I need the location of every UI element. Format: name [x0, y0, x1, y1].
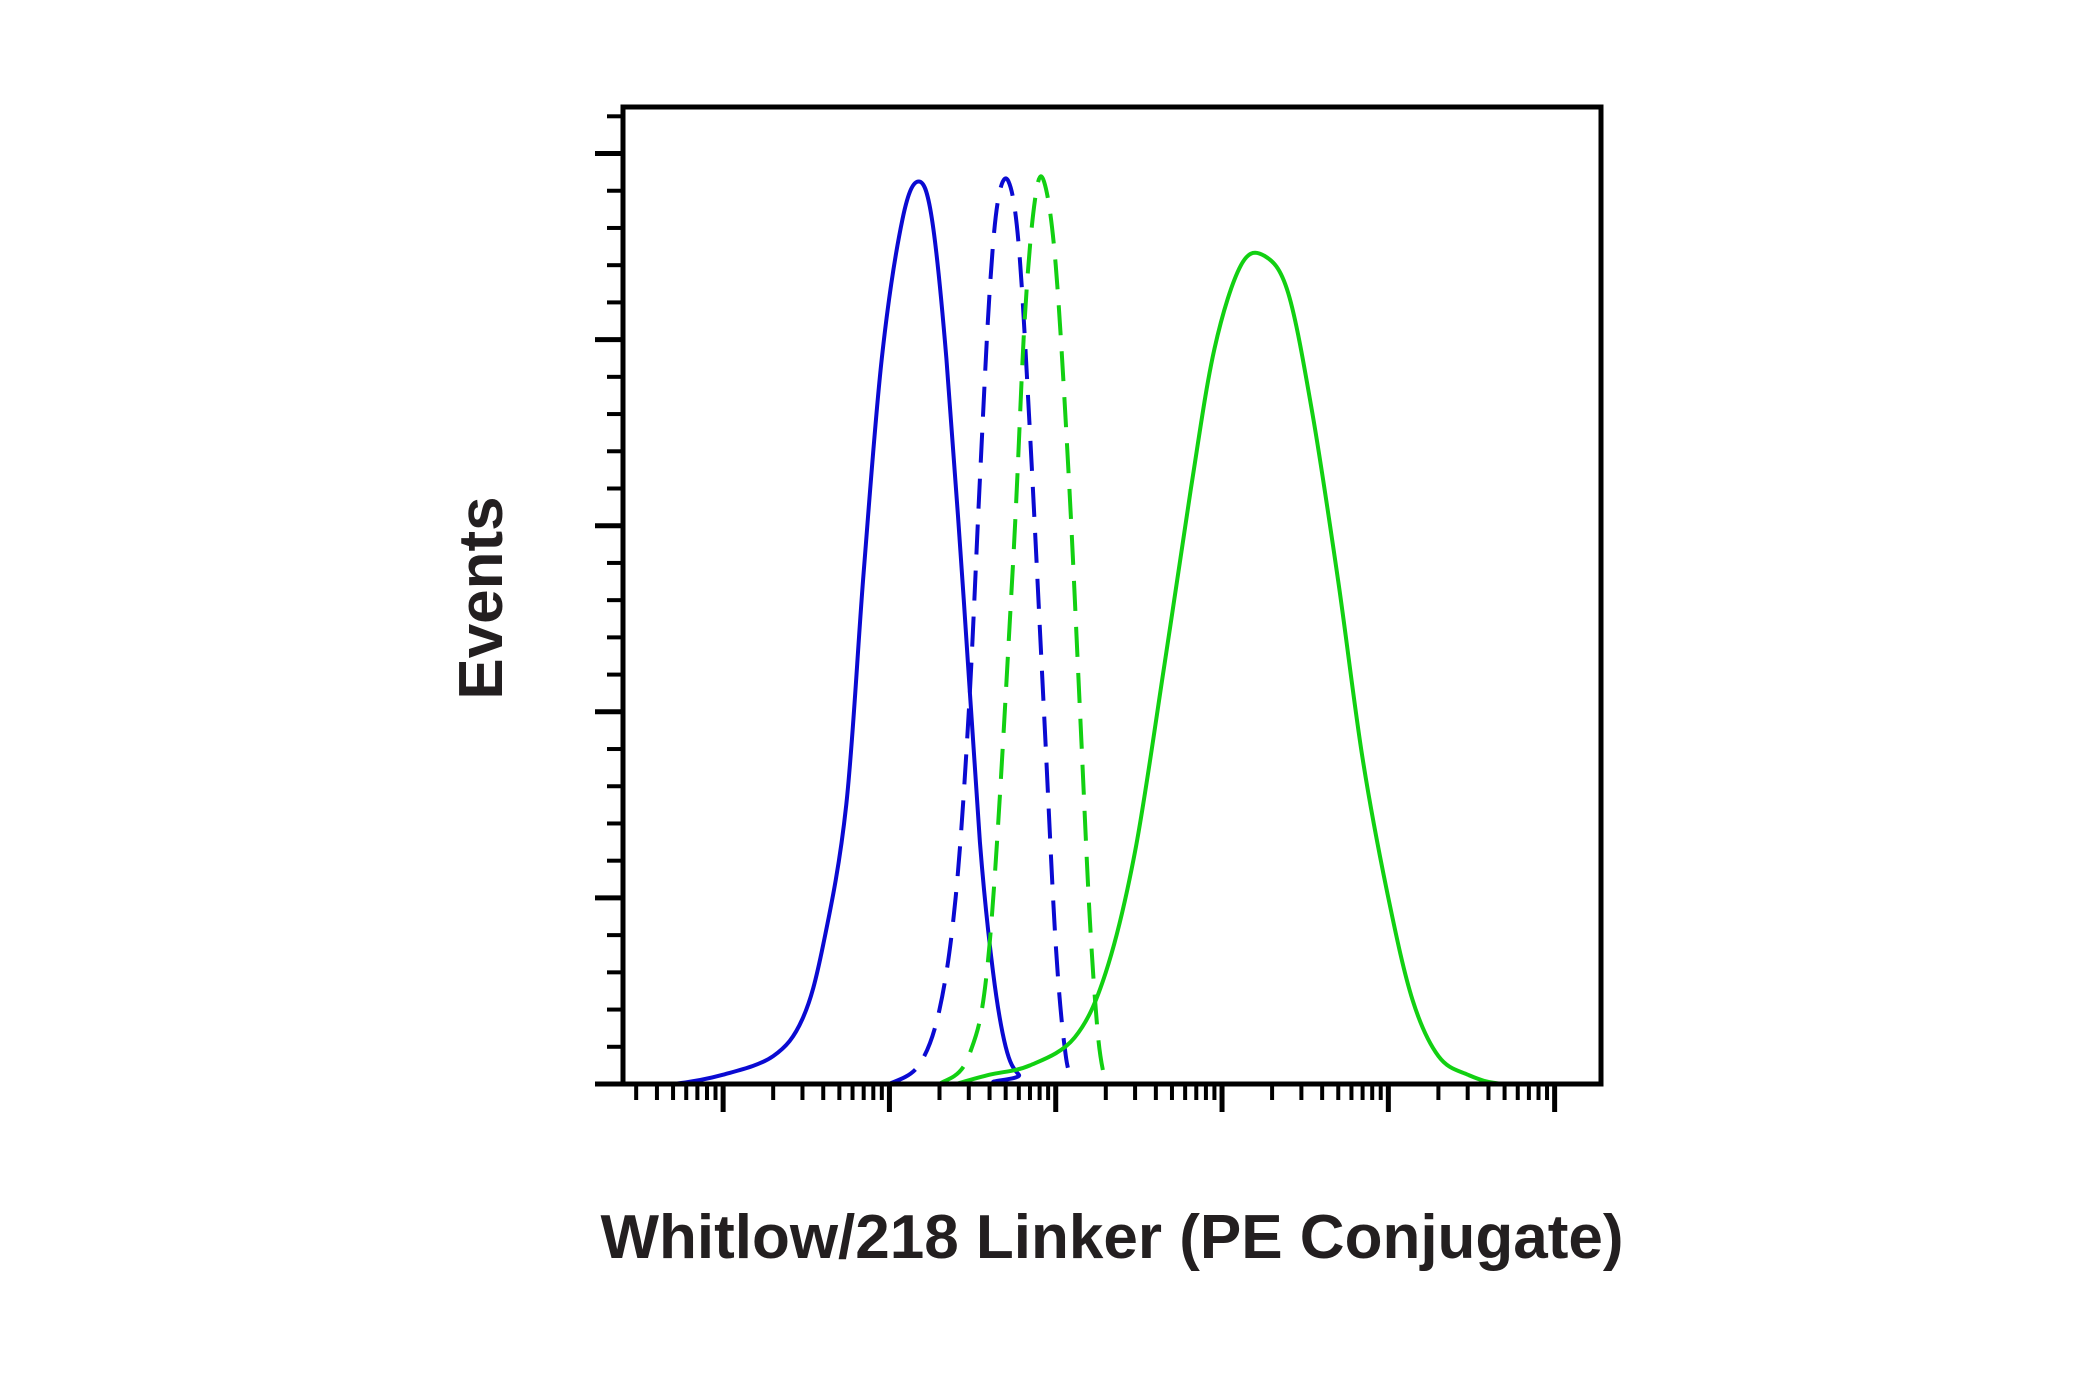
axes-layer	[595, 114, 1558, 1112]
series-line-dashed-2	[938, 174, 1108, 1086]
series-layer	[636, 174, 1584, 1087]
series-line-dashed-1	[888, 176, 1077, 1086]
plot-frame	[620, 104, 1604, 1087]
series-line-solid-0	[636, 179, 1584, 1087]
series-line-solid-3	[955, 250, 1584, 1087]
x-axis-label: Whitlow/218 Linker (PE Conjugate)	[600, 1203, 1623, 1272]
y-axis-label: Events	[447, 496, 516, 699]
